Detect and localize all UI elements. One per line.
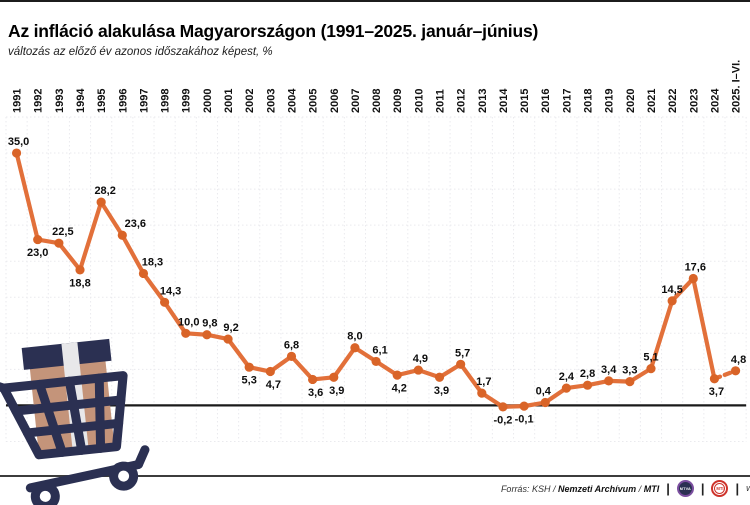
svg-text:-0,1: -0,1 bbox=[515, 414, 534, 426]
mtva-logo-icon: MTVA bbox=[676, 480, 694, 497]
svg-text:9,2: 9,2 bbox=[223, 322, 238, 334]
svg-text:5,1: 5,1 bbox=[643, 352, 658, 364]
footer-separator-bar: | bbox=[700, 481, 705, 496]
svg-text:23,0: 23,0 bbox=[27, 247, 48, 259]
footer-separator-bar: | bbox=[666, 481, 670, 496]
svg-text:23,6: 23,6 bbox=[125, 218, 146, 230]
svg-text:-0,2: -0,2 bbox=[493, 414, 512, 426]
footer-divider bbox=[0, 475, 750, 477]
svg-text:2020: 2020 bbox=[625, 89, 637, 113]
svg-text:6,8: 6,8 bbox=[284, 339, 299, 351]
svg-text:1995: 1995 bbox=[96, 89, 108, 113]
svg-text:3,9: 3,9 bbox=[434, 385, 449, 397]
svg-text:2021: 2021 bbox=[646, 89, 658, 113]
svg-text:2002: 2002 bbox=[244, 89, 256, 113]
svg-text:2009: 2009 bbox=[392, 89, 404, 113]
svg-text:2000: 2000 bbox=[202, 89, 214, 113]
svg-text:2011: 2011 bbox=[435, 89, 447, 113]
svg-text:3,3: 3,3 bbox=[622, 365, 637, 377]
svg-text:2018: 2018 bbox=[583, 89, 595, 113]
svg-text:4,2: 4,2 bbox=[392, 383, 407, 395]
svg-text:1996: 1996 bbox=[117, 89, 129, 113]
footer-separator-bar: | bbox=[735, 481, 740, 496]
svg-text:2022: 2022 bbox=[667, 89, 679, 113]
svg-text:1994: 1994 bbox=[75, 88, 87, 113]
svg-text:0,4: 0,4 bbox=[536, 386, 552, 398]
svg-text:1997: 1997 bbox=[138, 89, 150, 113]
cart-handle bbox=[0, 370, 9, 393]
svg-text:2014: 2014 bbox=[498, 88, 510, 113]
svg-text:1993: 1993 bbox=[54, 89, 66, 113]
footer-trailing-text: w bbox=[746, 483, 750, 494]
svg-text:35,0: 35,0 bbox=[8, 136, 29, 148]
svg-text:2019: 2019 bbox=[604, 89, 616, 113]
svg-text:2001: 2001 bbox=[223, 89, 235, 113]
chart-subtitle: változás az előző év azonos időszakához … bbox=[8, 46, 273, 58]
svg-text:2016: 2016 bbox=[540, 89, 552, 113]
svg-text:2023: 2023 bbox=[688, 89, 700, 113]
svg-text:2,4: 2,4 bbox=[559, 371, 575, 383]
svg-text:22,5: 22,5 bbox=[52, 226, 73, 238]
svg-text:2012: 2012 bbox=[456, 89, 468, 113]
svg-text:1992: 1992 bbox=[33, 89, 45, 113]
svg-text:14,5: 14,5 bbox=[661, 284, 682, 296]
svg-text:3,7: 3,7 bbox=[709, 386, 724, 398]
svg-text:2006: 2006 bbox=[329, 89, 341, 113]
svg-text:8,0: 8,0 bbox=[347, 331, 362, 343]
svg-text:3,6: 3,6 bbox=[308, 387, 323, 399]
mti-logo-icon: MTI bbox=[711, 480, 729, 497]
svg-text:2003: 2003 bbox=[265, 89, 277, 113]
svg-text:2024: 2024 bbox=[709, 88, 721, 113]
svg-text:18,3: 18,3 bbox=[142, 256, 163, 268]
svg-text:1,7: 1,7 bbox=[476, 376, 491, 388]
svg-text:2008: 2008 bbox=[371, 89, 383, 113]
svg-text:2015: 2015 bbox=[519, 89, 531, 113]
svg-text:2007: 2007 bbox=[350, 89, 362, 113]
svg-text:2010: 2010 bbox=[413, 89, 425, 113]
footer: Forrás: KSH / Nemzeti Archívum / MTI | M… bbox=[501, 478, 750, 499]
cart-wheel-rear bbox=[30, 481, 60, 505]
shopping-cart-icon bbox=[0, 338, 150, 505]
svg-text:5,3: 5,3 bbox=[242, 375, 257, 387]
svg-text:2017: 2017 bbox=[561, 89, 573, 113]
top-border bbox=[0, 0, 750, 2]
cart-basket bbox=[0, 370, 150, 493]
svg-text:28,2: 28,2 bbox=[94, 185, 115, 197]
svg-text:14,3: 14,3 bbox=[160, 285, 181, 297]
svg-text:1991: 1991 bbox=[12, 89, 24, 113]
svg-text:2013: 2013 bbox=[477, 89, 489, 113]
svg-text:17,6: 17,6 bbox=[685, 262, 706, 274]
svg-text:1998: 1998 bbox=[160, 89, 172, 113]
svg-text:2,8: 2,8 bbox=[580, 368, 595, 380]
svg-text:1999: 1999 bbox=[181, 89, 193, 113]
svg-text:6,1: 6,1 bbox=[372, 344, 387, 356]
svg-text:4,9: 4,9 bbox=[413, 353, 428, 365]
svg-text:10,0: 10,0 bbox=[178, 316, 199, 328]
svg-text:2025. I–VI.: 2025. I–VI. bbox=[731, 60, 743, 113]
svg-text:2005: 2005 bbox=[308, 89, 320, 113]
svg-text:5,7: 5,7 bbox=[455, 347, 470, 359]
page-title: Az infláció alakulása Magyarországon (19… bbox=[8, 21, 539, 41]
cart-wheel-front bbox=[109, 461, 139, 491]
source-text: Forrás: KSH / Nemzeti Archívum / MTI bbox=[500, 483, 660, 494]
svg-text:4,7: 4,7 bbox=[266, 379, 281, 391]
svg-text:18,8: 18,8 bbox=[69, 277, 90, 289]
svg-text:2004: 2004 bbox=[286, 88, 298, 113]
svg-text:3,4: 3,4 bbox=[601, 364, 617, 376]
svg-text:3,9: 3,9 bbox=[329, 385, 344, 397]
svg-text:4,8: 4,8 bbox=[731, 354, 746, 366]
svg-text:9,8: 9,8 bbox=[202, 318, 217, 330]
